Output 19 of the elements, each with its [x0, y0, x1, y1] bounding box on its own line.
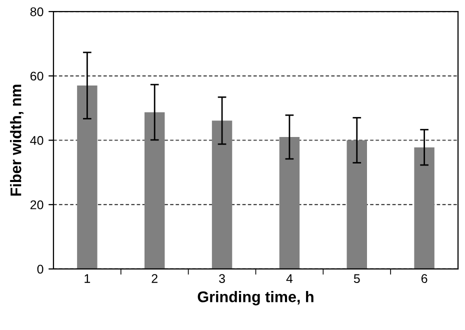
y-tick-label: 60: [30, 72, 44, 81]
y-tick-label: 0: [37, 264, 44, 274]
bar: [144, 112, 165, 269]
y-tick-label: 80: [30, 7, 44, 16]
x-tick-label: 3: [219, 274, 225, 283]
bar: [414, 147, 434, 269]
x-tick-label: 2: [152, 274, 158, 283]
x-tick-label: 5: [354, 274, 360, 283]
bar: [279, 137, 300, 269]
x-axis-title: Grinding time, h: [198, 291, 314, 306]
bar: [212, 120, 232, 269]
y-tick-label: 20: [30, 200, 44, 210]
x-tick-label: 6: [421, 274, 428, 283]
x-tick-label: 1: [84, 274, 90, 283]
bar: [346, 140, 367, 269]
x-tick-label: 4: [286, 274, 293, 283]
y-tick-label: 40: [30, 136, 44, 145]
bar: [77, 86, 98, 269]
y-axis-title: Fiber width, nm: [10, 84, 24, 196]
